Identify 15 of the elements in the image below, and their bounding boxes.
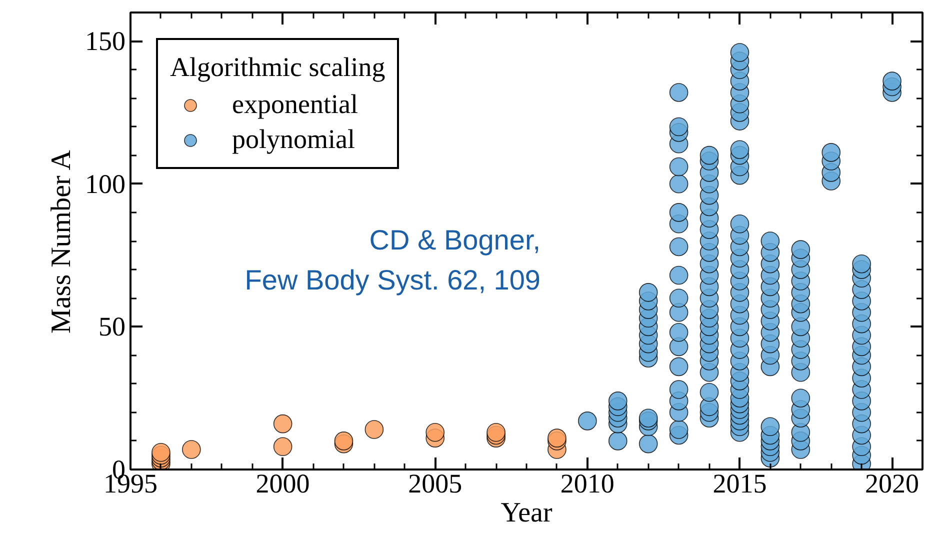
- x-tick-label: 2000: [256, 468, 310, 498]
- x-tick-label: 2020: [865, 468, 920, 498]
- x-tick-label: 2015: [712, 468, 767, 498]
- legend-label: polynomial: [232, 124, 355, 155]
- x-tick-label: 2005: [408, 468, 462, 498]
- legend-label: exponential: [232, 89, 358, 120]
- annotation: CD & Bogner,: [369, 224, 541, 256]
- y-axis-title: Mass Number A: [46, 149, 77, 334]
- annotation: Few Body Syst. 62, 109: [244, 264, 541, 296]
- y-tick-label: 50: [98, 312, 126, 342]
- y-tick-label: 150: [85, 26, 126, 56]
- x-tick-label: 2010: [560, 468, 614, 498]
- x-axis-title: Year: [500, 498, 553, 528]
- y-tick-label: 100: [85, 168, 126, 199]
- legend-title: Algorithmic scaling: [170, 52, 386, 83]
